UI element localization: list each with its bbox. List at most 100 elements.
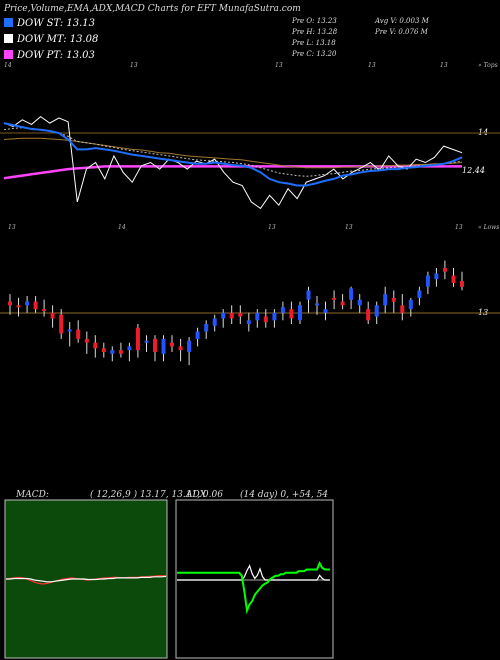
ema-layer	[3, 115, 463, 210]
candle-body	[272, 312, 277, 321]
candle-body	[221, 312, 226, 319]
candle-body	[118, 350, 123, 354]
stat-avg-volume: Avg V: 0.003 M	[375, 17, 429, 25]
candle-body	[442, 268, 447, 272]
tick-mid-0: 13	[8, 224, 16, 231]
tick-top-2: 13	[275, 62, 283, 69]
candle-body	[153, 338, 157, 352]
legend-swatch-pt	[4, 50, 13, 59]
top-tag: » Tops	[478, 62, 498, 69]
candle-body	[67, 329, 72, 332]
candle-body	[101, 348, 106, 352]
tick-mid-3: 13	[345, 224, 353, 231]
stats-volume: Avg V: 0.003 M Pre V: 0.076 M	[375, 16, 429, 38]
candle-body	[204, 324, 209, 332]
candle-body	[383, 294, 388, 306]
tick-top-0: 14	[4, 62, 12, 69]
candle-body	[16, 305, 21, 308]
candle-body	[161, 338, 166, 354]
stat-pre-close: Pre C: 13.20	[292, 50, 337, 58]
candle-body	[187, 340, 192, 352]
candle-body	[50, 312, 55, 319]
legend-swatch-mt	[4, 34, 13, 43]
candle-body	[263, 316, 268, 323]
stat-pre-volume: Pre V: 0.076 M	[375, 28, 428, 36]
candle-body	[323, 309, 328, 313]
adx-line-1	[177, 564, 330, 581]
candle-body	[135, 327, 140, 351]
chart-title: Price,Volume,EMA,ADX,MACD Charts for EFT…	[4, 4, 301, 14]
candle-body	[357, 299, 362, 306]
candle-body	[366, 309, 371, 321]
adx-params: (14 day) 0, +54, 54	[240, 490, 329, 500]
candle-body	[195, 331, 200, 339]
candle-body	[170, 342, 174, 347]
candle-body	[84, 338, 89, 343]
legend-label-mt: DOW MT: 13.08	[17, 34, 99, 45]
candle-body	[400, 305, 405, 313]
candle-body	[33, 301, 38, 310]
candle-body	[59, 314, 64, 334]
stats-prev-ohlc: Pre O: 13.23 Pre H: 13.28 Pre L: 13.18 P…	[292, 16, 337, 60]
candle-body	[42, 309, 47, 311]
candle-body	[289, 309, 294, 319]
candle-body	[315, 303, 319, 306]
candle-body	[298, 305, 302, 321]
candle-body	[391, 297, 396, 302]
candle-body	[144, 340, 149, 343]
price-tag-last: 12.44	[462, 166, 485, 175]
candle-body	[374, 305, 379, 317]
candle-body	[238, 312, 243, 317]
stat-pre-low: Pre L: 13.18	[292, 39, 336, 47]
legend-dow-pt: DOW PT: 13.03	[4, 50, 95, 61]
close-price-line	[3, 115, 463, 210]
legend-swatch-st	[4, 18, 13, 27]
adx-label: ADX	[186, 490, 207, 500]
legend-dow-st: DOW ST: 13.13	[4, 18, 95, 29]
adx-layer	[177, 560, 330, 615]
candle-body	[306, 290, 311, 300]
macd-line-1	[6, 575, 167, 583]
candle-body	[76, 329, 81, 339]
macd-layer	[5, 575, 167, 585]
candle-body	[127, 346, 132, 351]
tick-mid-2: 13	[268, 224, 276, 231]
candle-body	[332, 297, 337, 300]
candle-body	[93, 342, 98, 349]
stat-pre-high: Pre H: 13.28	[292, 28, 338, 36]
candle-body	[340, 301, 345, 306]
ema-short-line	[3, 122, 463, 187]
stat-pre-open: Pre O: 13.23	[292, 17, 337, 25]
tick-top-3: 13	[368, 62, 376, 69]
candle-body	[110, 350, 115, 354]
candle-body	[417, 290, 422, 298]
legend-dow-mt: DOW MT: 13.08	[4, 34, 98, 45]
tick-top-1: 13	[130, 62, 138, 69]
candle-layer	[8, 260, 464, 366]
adx-line-2	[177, 560, 330, 615]
candle-body	[434, 273, 439, 280]
candle-body	[212, 318, 217, 326]
tick-mid-1: 14	[118, 224, 126, 231]
candle-body	[8, 301, 12, 306]
candle-body	[408, 299, 413, 309]
candle-body	[349, 288, 354, 300]
legend-label-st: DOW ST: 13.13	[17, 18, 96, 29]
candle-body	[255, 312, 260, 321]
candle-body	[425, 275, 430, 287]
candle-body	[229, 312, 234, 319]
tick-top-4: 13	[440, 62, 448, 69]
ema-mid-line	[3, 127, 463, 177]
ema-long-line	[3, 137, 463, 169]
candle-body	[246, 320, 251, 324]
mid-tag: « Lows	[478, 224, 500, 231]
macd-label: MACD:	[16, 490, 49, 500]
candle-body	[280, 307, 285, 313]
legend-label-pt: DOW PT: 13.03	[17, 50, 95, 61]
candle-body	[178, 346, 183, 351]
macd-params: ( 12,26,9 ) 13.17, 13.11, 0.06	[90, 490, 223, 500]
tick-mid-4: 13	[455, 224, 463, 231]
candle-body	[451, 275, 456, 283]
